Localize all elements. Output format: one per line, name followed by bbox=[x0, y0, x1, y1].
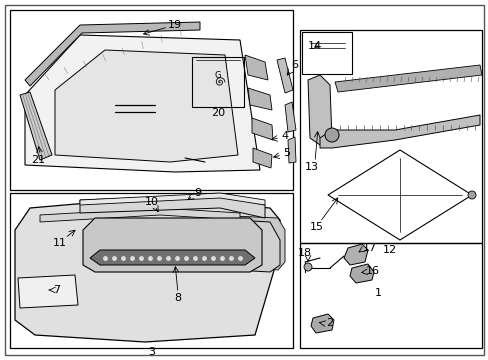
Circle shape bbox=[325, 128, 338, 142]
Text: 14: 14 bbox=[307, 41, 322, 51]
Circle shape bbox=[304, 263, 311, 271]
Polygon shape bbox=[307, 75, 331, 145]
Polygon shape bbox=[343, 244, 367, 265]
Polygon shape bbox=[80, 193, 264, 205]
Text: 17: 17 bbox=[362, 243, 376, 253]
Text: 3: 3 bbox=[148, 347, 155, 357]
Polygon shape bbox=[80, 195, 264, 218]
Polygon shape bbox=[18, 275, 78, 308]
Text: 18: 18 bbox=[297, 248, 311, 258]
Text: 15: 15 bbox=[309, 222, 324, 232]
Polygon shape bbox=[310, 314, 333, 333]
Polygon shape bbox=[25, 22, 200, 86]
Bar bbox=[302, 32, 351, 74]
Polygon shape bbox=[200, 218, 280, 272]
Text: 4: 4 bbox=[281, 131, 288, 141]
Circle shape bbox=[467, 191, 475, 199]
Text: 9: 9 bbox=[194, 188, 201, 198]
Polygon shape bbox=[55, 50, 238, 162]
Bar bbox=[10, 10, 292, 190]
Polygon shape bbox=[334, 65, 481, 92]
Polygon shape bbox=[319, 115, 479, 148]
Text: 13: 13 bbox=[305, 162, 318, 172]
Polygon shape bbox=[287, 137, 295, 163]
Text: G: G bbox=[214, 71, 221, 80]
Polygon shape bbox=[244, 55, 267, 80]
Polygon shape bbox=[209, 215, 285, 270]
Text: 12: 12 bbox=[382, 245, 396, 255]
Bar bbox=[192, 57, 244, 107]
Polygon shape bbox=[251, 118, 272, 140]
Polygon shape bbox=[276, 58, 292, 93]
Polygon shape bbox=[83, 218, 262, 272]
Bar bbox=[10, 193, 292, 348]
Polygon shape bbox=[90, 250, 254, 265]
Polygon shape bbox=[252, 148, 271, 168]
Text: 19: 19 bbox=[167, 20, 182, 30]
Text: 8: 8 bbox=[174, 293, 181, 303]
Text: 1: 1 bbox=[374, 288, 381, 298]
Text: 11: 11 bbox=[53, 238, 67, 248]
Text: 10: 10 bbox=[145, 197, 159, 207]
Polygon shape bbox=[20, 92, 52, 160]
Text: 5: 5 bbox=[283, 148, 290, 158]
Polygon shape bbox=[40, 208, 240, 222]
Polygon shape bbox=[247, 88, 271, 110]
Text: 7: 7 bbox=[53, 285, 61, 295]
Text: 2: 2 bbox=[326, 318, 333, 328]
Polygon shape bbox=[349, 264, 373, 283]
Text: 21: 21 bbox=[31, 155, 45, 165]
Text: 20: 20 bbox=[210, 108, 224, 118]
Bar bbox=[299, 30, 481, 243]
Polygon shape bbox=[285, 102, 295, 132]
Polygon shape bbox=[15, 198, 280, 342]
Polygon shape bbox=[25, 35, 260, 172]
Bar bbox=[299, 243, 481, 348]
Text: 6: 6 bbox=[291, 60, 298, 70]
Text: 16: 16 bbox=[365, 266, 379, 276]
